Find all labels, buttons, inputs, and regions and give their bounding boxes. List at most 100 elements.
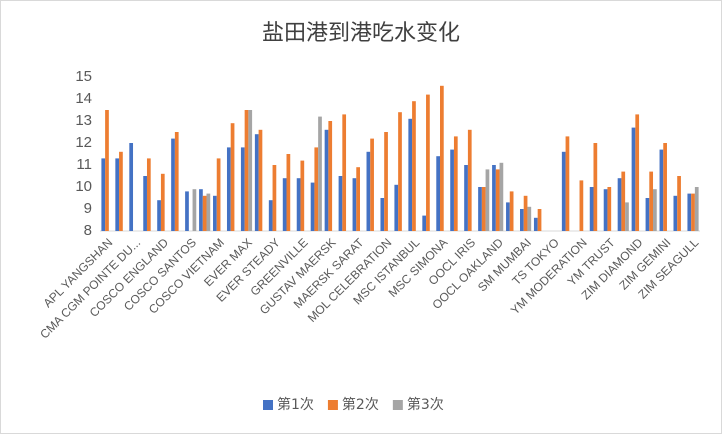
bar bbox=[527, 206, 532, 231]
bar bbox=[478, 187, 482, 231]
bar bbox=[485, 169, 490, 231]
bar bbox=[342, 114, 347, 231]
bar bbox=[617, 178, 622, 231]
bar bbox=[213, 195, 217, 231]
bar bbox=[436, 156, 440, 231]
bar bbox=[593, 143, 598, 231]
bar bbox=[174, 132, 179, 231]
bar bbox=[561, 151, 566, 231]
bar bbox=[653, 189, 657, 231]
bar bbox=[314, 147, 319, 231]
legend-label: 第1次 bbox=[277, 396, 314, 413]
bar bbox=[244, 110, 249, 231]
bar bbox=[607, 187, 612, 231]
bar bbox=[338, 176, 343, 231]
y-tick-label: 8 bbox=[84, 222, 92, 239]
bar bbox=[495, 169, 500, 231]
bar bbox=[589, 187, 594, 231]
bar bbox=[694, 187, 699, 231]
bar bbox=[467, 129, 472, 231]
bar bbox=[318, 116, 322, 231]
y-tick-label: 9 bbox=[84, 200, 92, 217]
bar bbox=[635, 114, 640, 231]
bar bbox=[659, 149, 664, 231]
legend-label: 第2次 bbox=[342, 396, 379, 413]
bar bbox=[394, 184, 399, 231]
bar bbox=[115, 158, 120, 231]
bar bbox=[146, 158, 151, 231]
legend-swatch bbox=[327, 400, 338, 410]
bar bbox=[492, 165, 496, 231]
bar bbox=[268, 200, 273, 231]
bar bbox=[645, 198, 650, 231]
bar bbox=[160, 173, 165, 231]
bar bbox=[105, 110, 109, 231]
bar bbox=[202, 195, 207, 231]
bar bbox=[119, 151, 123, 231]
bar bbox=[286, 154, 291, 231]
legend-label: 第3次 bbox=[407, 396, 444, 413]
bar bbox=[649, 171, 654, 231]
bar bbox=[143, 176, 147, 231]
bar bbox=[509, 191, 514, 231]
bar bbox=[370, 138, 374, 231]
bar bbox=[199, 189, 203, 231]
bar bbox=[272, 165, 277, 231]
y-tick-label: 13 bbox=[75, 112, 92, 129]
bar bbox=[328, 121, 333, 231]
bar bbox=[254, 134, 259, 231]
bar bbox=[296, 178, 301, 231]
bar bbox=[631, 127, 636, 231]
y-tick-label: 11 bbox=[76, 156, 92, 173]
bar bbox=[687, 193, 692, 231]
bar bbox=[677, 176, 681, 231]
bar bbox=[398, 112, 402, 231]
bar bbox=[356, 167, 360, 231]
bar bbox=[300, 160, 305, 231]
bar bbox=[691, 193, 695, 231]
bar bbox=[157, 200, 161, 231]
y-tick-label: 12 bbox=[75, 134, 92, 151]
bar bbox=[565, 136, 570, 231]
bar bbox=[453, 136, 458, 231]
bar bbox=[192, 189, 197, 231]
bar bbox=[625, 202, 629, 231]
bar bbox=[366, 151, 371, 231]
bar bbox=[499, 162, 504, 231]
bar bbox=[230, 123, 235, 231]
bar bbox=[171, 138, 175, 231]
bar bbox=[523, 195, 528, 231]
bar bbox=[603, 189, 608, 231]
bar bbox=[216, 158, 221, 231]
y-tick-label: 10 bbox=[75, 178, 92, 195]
bar bbox=[206, 193, 211, 231]
y-tick-label: 15 bbox=[75, 68, 92, 85]
bar bbox=[129, 143, 134, 231]
bar bbox=[258, 129, 263, 231]
bar bbox=[310, 182, 315, 231]
bar bbox=[464, 165, 468, 231]
legend-swatch bbox=[263, 400, 273, 410]
bar bbox=[663, 143, 667, 231]
bar bbox=[450, 149, 454, 231]
bar bbox=[673, 195, 678, 231]
bar bbox=[621, 171, 626, 231]
bar bbox=[537, 209, 542, 231]
bar bbox=[226, 147, 231, 231]
bar bbox=[352, 178, 357, 231]
y-tick-label: 14 bbox=[75, 90, 92, 107]
bar bbox=[248, 110, 253, 231]
bar bbox=[324, 129, 329, 231]
bar bbox=[380, 198, 385, 231]
bar bbox=[412, 101, 416, 231]
bar bbox=[408, 118, 413, 231]
bar bbox=[481, 187, 486, 231]
bar bbox=[240, 147, 245, 231]
bar bbox=[101, 158, 106, 231]
bar bbox=[426, 94, 430, 231]
bar bbox=[506, 202, 510, 231]
bar bbox=[422, 215, 427, 231]
bar bbox=[282, 178, 287, 231]
bar bbox=[440, 85, 444, 231]
